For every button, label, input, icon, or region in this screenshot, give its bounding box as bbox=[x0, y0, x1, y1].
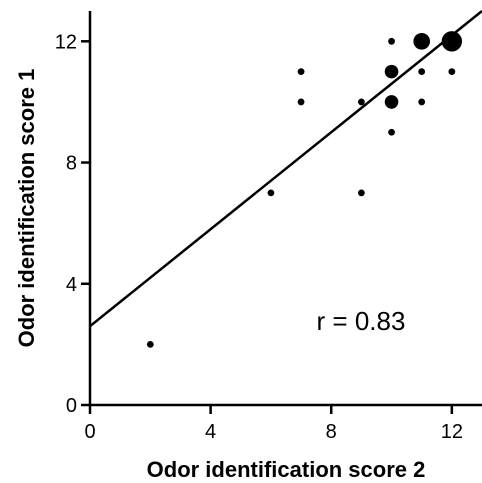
data-point bbox=[267, 189, 275, 197]
x-tick-label: 8 bbox=[326, 421, 337, 443]
data-point bbox=[388, 128, 395, 136]
data-point bbox=[418, 98, 426, 106]
data-point bbox=[388, 37, 395, 45]
correlation-annotation: r = 0.83 bbox=[317, 306, 406, 336]
y-tick-label: 4 bbox=[66, 274, 77, 296]
y-axis-title: Odor identification score 1 bbox=[14, 69, 39, 348]
data-point bbox=[297, 68, 305, 76]
data-point bbox=[413, 32, 431, 50]
data-point bbox=[146, 340, 154, 348]
regression-line bbox=[89, 10, 482, 328]
axis-ticks: 0 4 8 12 0 4 8 12 bbox=[55, 31, 463, 443]
y-tick-label: 8 bbox=[66, 153, 77, 175]
x-tick-label: 0 bbox=[84, 421, 95, 443]
y-tick-label: 12 bbox=[55, 31, 77, 53]
axes bbox=[88, 11, 482, 407]
data-point bbox=[357, 98, 365, 106]
plot-area bbox=[89, 10, 482, 348]
x-tick-label: 4 bbox=[205, 421, 216, 443]
data-point bbox=[297, 98, 305, 106]
x-axis-title: Odor identification score 2 bbox=[147, 457, 426, 482]
data-point bbox=[384, 64, 399, 79]
data-point bbox=[357, 189, 365, 197]
x-tick-label: 12 bbox=[441, 421, 463, 443]
y-tick-label: 0 bbox=[66, 395, 77, 417]
data-point bbox=[448, 68, 456, 76]
data-point bbox=[384, 95, 399, 109]
data-point bbox=[441, 31, 463, 52]
data-point bbox=[418, 68, 426, 76]
